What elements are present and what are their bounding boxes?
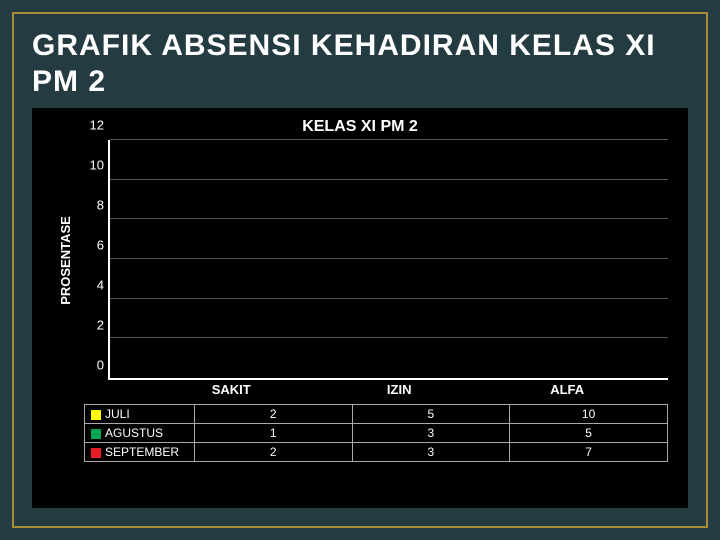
y-tick-label: 8 — [97, 198, 104, 213]
data-cell: 2 — [194, 405, 352, 424]
y-axis-label: PROSENTASE — [58, 216, 73, 305]
page-title: GRAFIK ABSENSI KEHADIRAN KELAS XI PM 2 — [32, 28, 688, 100]
data-cell: 1 — [194, 424, 352, 443]
plot-area — [108, 140, 668, 380]
legend-cell: AGUSTUS — [85, 424, 195, 443]
y-tick-label: 12 — [90, 118, 104, 133]
y-tick-label: 4 — [97, 278, 104, 293]
y-tick-column: 024681012 — [78, 140, 108, 380]
legend-swatch — [91, 448, 101, 458]
legend-swatch — [91, 410, 101, 420]
chart-container: KELAS XI PM 2 PROSENTASE 024681012 SAKIT… — [32, 108, 688, 508]
gridline — [110, 258, 668, 259]
x-category-label: IZIN — [387, 382, 412, 397]
gridline — [110, 218, 668, 219]
y-tick-label: 2 — [97, 318, 104, 333]
legend-cell: JULI — [85, 405, 195, 424]
legend-swatch — [91, 429, 101, 439]
plot-row: PROSENTASE 024681012 — [52, 140, 668, 380]
legend-series-name: SEPTEMBER — [105, 445, 179, 459]
legend-series-name: JULI — [105, 407, 130, 421]
data-cell: 7 — [510, 443, 668, 462]
data-cell: 5 — [352, 405, 510, 424]
data-cell: 2 — [194, 443, 352, 462]
chart-title: KELAS XI PM 2 — [52, 118, 668, 136]
x-category-label: ALFA — [550, 382, 584, 397]
y-tick-label: 6 — [97, 238, 104, 253]
table-row: AGUSTUS 135 — [85, 424, 668, 443]
y-tick-label: 10 — [90, 158, 104, 173]
data-cell: 5 — [510, 424, 668, 443]
data-cell: 10 — [510, 405, 668, 424]
gridline — [110, 139, 668, 140]
y-axis-label-col: PROSENTASE — [52, 140, 78, 380]
y-tick-label: 0 — [97, 358, 104, 373]
table-row: JULI 2510 — [85, 405, 668, 424]
legend-data-table: JULI2510AGUSTUS135SEPTEMBER237 — [84, 404, 668, 462]
x-category-row: SAKIT IZIN ALFA — [108, 380, 668, 402]
table-row: SEPTEMBER 237 — [85, 443, 668, 462]
gridline — [110, 337, 668, 338]
legend-cell: SEPTEMBER — [85, 443, 195, 462]
gridline — [110, 298, 668, 299]
x-category-label: SAKIT — [212, 382, 251, 397]
legend-series-name: AGUSTUS — [105, 426, 163, 440]
data-cell: 3 — [352, 424, 510, 443]
gridline — [110, 179, 668, 180]
data-cell: 3 — [352, 443, 510, 462]
slide-frame: GRAFIK ABSENSI KEHADIRAN KELAS XI PM 2 K… — [12, 12, 708, 528]
